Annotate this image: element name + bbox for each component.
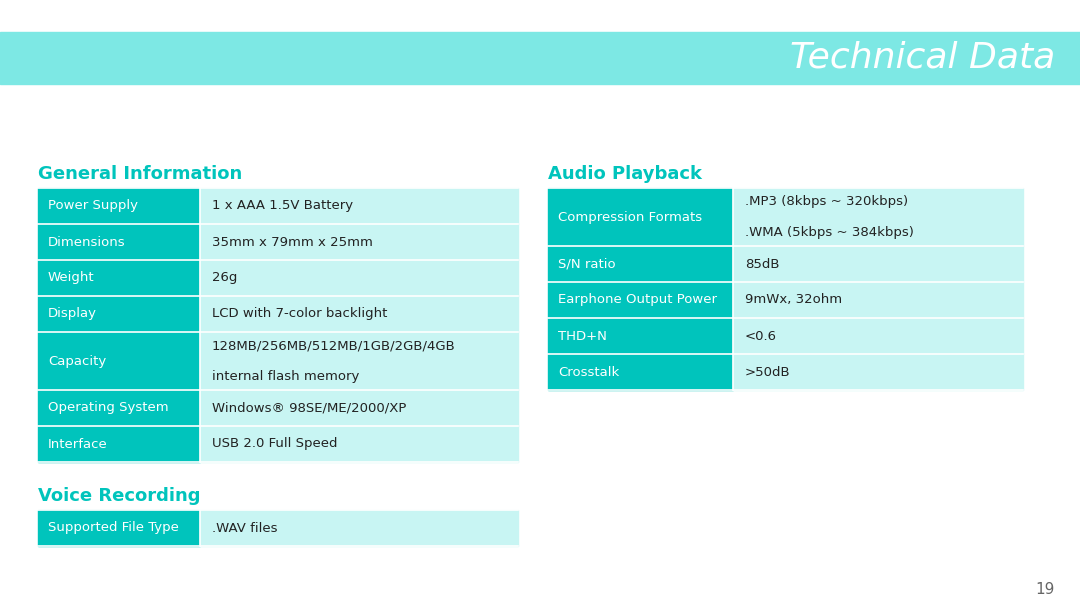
Bar: [200, 426, 518, 462]
Text: Compression Formats: Compression Formats: [558, 211, 702, 223]
Bar: [733, 188, 1023, 246]
Bar: [200, 390, 518, 426]
Bar: [200, 224, 518, 260]
Bar: [38, 296, 200, 332]
Text: Supported File Type: Supported File Type: [48, 522, 179, 534]
Text: Earphone Output Power: Earphone Output Power: [558, 293, 717, 307]
Bar: [38, 510, 200, 546]
Bar: [200, 510, 518, 546]
Bar: [733, 282, 1023, 318]
Text: Audio Playback: Audio Playback: [548, 165, 702, 183]
Bar: [548, 246, 733, 282]
Bar: [38, 426, 200, 462]
Text: Windows® 98SE/ME/2000/XP: Windows® 98SE/ME/2000/XP: [212, 402, 406, 414]
Text: Operating System: Operating System: [48, 402, 168, 414]
Bar: [38, 260, 200, 296]
Bar: [200, 332, 518, 390]
Bar: [0, 32, 1080, 84]
Text: Dimensions: Dimensions: [48, 235, 125, 249]
Bar: [200, 188, 518, 224]
Text: Weight: Weight: [48, 272, 95, 284]
Bar: [548, 318, 733, 354]
Text: 9mWx, 32ohm: 9mWx, 32ohm: [745, 293, 842, 307]
Text: 19: 19: [1036, 581, 1055, 597]
Bar: [200, 260, 518, 296]
Text: 85dB: 85dB: [745, 258, 780, 270]
Bar: [200, 296, 518, 332]
Text: General Information: General Information: [38, 165, 242, 183]
Text: .WAV files: .WAV files: [212, 522, 278, 534]
Text: >50dB: >50dB: [745, 365, 791, 379]
Text: 1 x AAA 1.5V Battery: 1 x AAA 1.5V Battery: [212, 200, 353, 212]
Bar: [38, 390, 200, 426]
Text: Voice Recording: Voice Recording: [38, 487, 201, 505]
Text: .WMA (5kbps ~ 384kbps): .WMA (5kbps ~ 384kbps): [745, 226, 914, 238]
Text: Interface: Interface: [48, 437, 108, 451]
Text: Crosstalk: Crosstalk: [558, 365, 619, 379]
Text: THD+N: THD+N: [558, 330, 607, 342]
Text: <0.6: <0.6: [745, 330, 777, 342]
Bar: [38, 224, 200, 260]
Text: internal flash memory: internal flash memory: [212, 370, 360, 382]
Bar: [733, 354, 1023, 390]
Text: Display: Display: [48, 307, 97, 321]
Text: Technical Data: Technical Data: [789, 41, 1055, 75]
Text: USB 2.0 Full Speed: USB 2.0 Full Speed: [212, 437, 337, 451]
Bar: [548, 282, 733, 318]
Text: S/N ratio: S/N ratio: [558, 258, 616, 270]
Text: 26g: 26g: [212, 272, 238, 284]
Bar: [733, 246, 1023, 282]
Text: LCD with 7-color backlight: LCD with 7-color backlight: [212, 307, 388, 321]
Text: Capacity: Capacity: [48, 355, 106, 367]
Bar: [548, 354, 733, 390]
Bar: [38, 188, 200, 224]
Bar: [548, 188, 733, 246]
Text: Power Supply: Power Supply: [48, 200, 138, 212]
Text: .MP3 (8kbps ~ 320kbps): .MP3 (8kbps ~ 320kbps): [745, 195, 908, 208]
Text: 35mm x 79mm x 25mm: 35mm x 79mm x 25mm: [212, 235, 373, 249]
Bar: [733, 318, 1023, 354]
Text: 128MB/256MB/512MB/1GB/2GB/4GB: 128MB/256MB/512MB/1GB/2GB/4GB: [212, 339, 456, 353]
Bar: [38, 332, 200, 390]
